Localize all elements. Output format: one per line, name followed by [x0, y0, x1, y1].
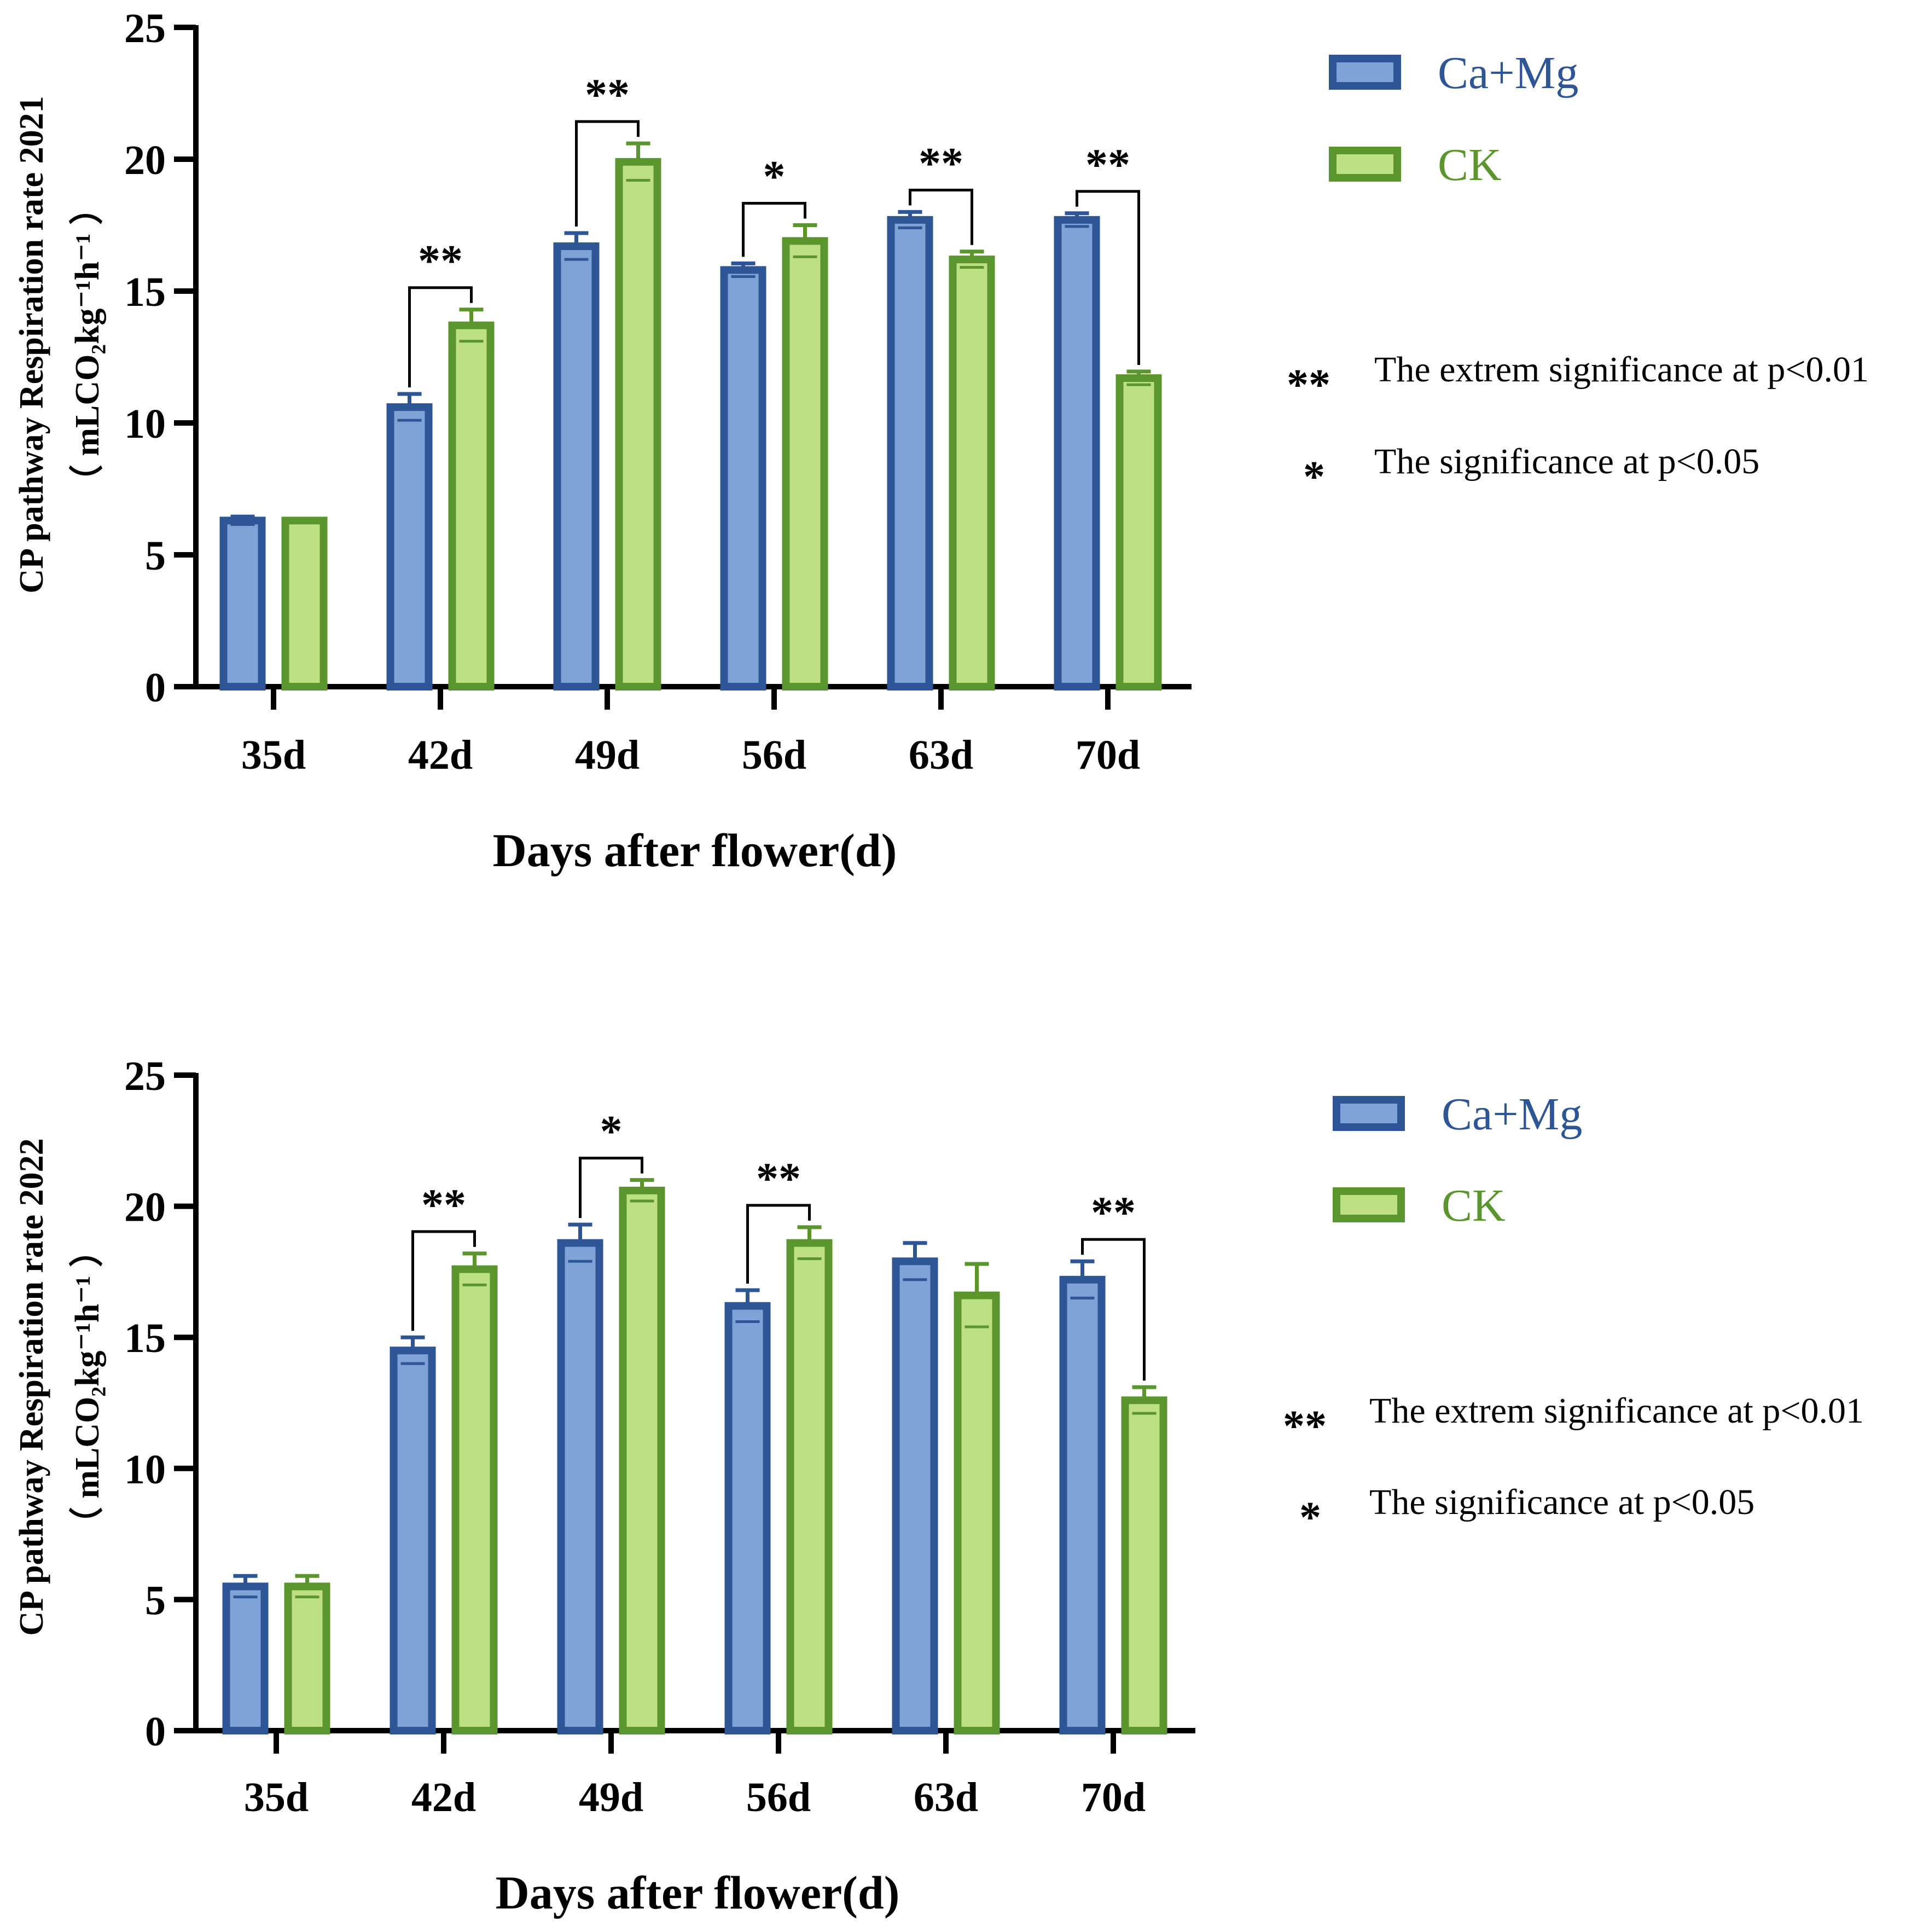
legend-swatch-camg [1329, 55, 1401, 90]
legend-swatch-ck [1329, 147, 1401, 182]
bar-camg-70d [1059, 1275, 1106, 1734]
bar-camg-35d [222, 1582, 269, 1734]
note-sig-symbol: * [1299, 1494, 1321, 1542]
significance-bracket [909, 188, 973, 245]
bar-camg-56d [724, 1302, 771, 1735]
significance-notes: ** The extrem significance at p<0.01 * T… [1287, 350, 1869, 501]
note-sig-text: The significance at p<0.05 [1369, 1482, 1754, 1522]
note-extreme-symbol: ** [1283, 1402, 1327, 1451]
note-extreme-symbol: ** [1287, 361, 1330, 409]
y-tick-label: 5 [145, 1577, 166, 1623]
significance-label: ** [421, 1180, 466, 1229]
x-tick-label: 42d [408, 732, 473, 778]
significance-bracket [1076, 190, 1140, 365]
bar-ck-70d [1121, 1396, 1167, 1734]
legend-label-ck: CK [1442, 1180, 1506, 1231]
x-tick-label: 35d [244, 1774, 309, 1820]
x-tick-label: 42d [411, 1774, 476, 1820]
bar-ck-35d [281, 517, 328, 691]
significance-label: ** [1085, 140, 1130, 189]
y-axis-title: CP pathway Respiration rate 2022 [13, 1138, 50, 1635]
y-tick-label: 15 [124, 269, 166, 315]
legend-label-camg: Ca+Mg [1442, 1089, 1582, 1140]
bar-camg-49d [553, 242, 600, 691]
y-tick-label: 25 [124, 5, 166, 51]
bar-camg-49d [557, 1239, 603, 1734]
significance-notes: ** The extrem significance at p<0.01 * T… [1283, 1391, 1864, 1542]
y-tick-label: 0 [145, 1709, 166, 1755]
note-sig-text: The significance at p<0.05 [1374, 442, 1759, 481]
bar-ck-49d [619, 1186, 665, 1734]
x-tick-label: 56d [746, 1774, 811, 1820]
bar-camg-42d [390, 1347, 436, 1734]
legend-label-camg: Ca+Mg [1438, 48, 1578, 98]
bar-ck-49d [615, 158, 661, 691]
legend-swatch-camg [1333, 1096, 1405, 1131]
bar-camg-56d [720, 266, 766, 691]
note-extreme-text: The extrem significance at p<0.01 [1369, 1391, 1864, 1431]
x-tick-label: 56d [742, 732, 806, 778]
bar-camg-70d [1054, 216, 1100, 691]
bar-ck-63d [949, 256, 995, 691]
note-sig-symbol: * [1303, 453, 1325, 501]
bar-ck-56d [786, 1239, 833, 1734]
significance-label: ** [418, 236, 463, 286]
y-tick-label: 10 [124, 1447, 166, 1493]
legend-label-ck: CK [1438, 140, 1502, 190]
bar-ck-63d [954, 1291, 1000, 1735]
y-tick-label: 15 [124, 1315, 166, 1361]
chart-panel-2022: 0 5 10 15 20 25 35d 42d ** 49d * 56d ** 63d 70d ** Days… [13, 1053, 1864, 1919]
bar-ck-42d [451, 1265, 498, 1734]
significance-label: ** [919, 138, 963, 188]
significance-bracket [579, 1157, 643, 1219]
x-tick-label: 49d [575, 732, 640, 778]
bar-ck-42d [448, 321, 495, 691]
significance-label: ** [585, 69, 630, 119]
x-tick-label: 49d [579, 1774, 643, 1820]
bar-camg-63d [892, 1257, 938, 1734]
chart-panel-2021: 0 5 10 15 20 25 35d 42d ** 49d ** 56d * 63d ** 70d ** Da… [13, 5, 1869, 877]
y-axis-unit: （ mLCO₂kg⁻¹h⁻¹ ） [68, 191, 106, 498]
significance-label: * [763, 152, 786, 201]
x-axis-title: Days after flower(d) [493, 824, 897, 877]
x-tick-label: 70d [1076, 732, 1140, 778]
y-tick-label: 10 [124, 401, 166, 447]
legend: Ca+Mg CK [1329, 48, 1578, 190]
x-tick-label: 70d [1081, 1774, 1146, 1820]
bar-camg-63d [887, 216, 933, 691]
y-tick-label: 25 [124, 1053, 166, 1099]
significance-bracket [575, 120, 640, 227]
legend-swatch-ck [1333, 1187, 1405, 1222]
y-axis-unit: （ mLCO₂kg⁻¹h⁻¹ ） [68, 1233, 106, 1541]
bar-camg-42d [386, 403, 433, 691]
bar-ck-56d [782, 237, 828, 691]
plot-area: 0 5 10 15 20 25 35d 42d ** 49d ** 56d * 63d ** 70d ** [124, 5, 1192, 778]
y-tick-label: 0 [145, 665, 166, 711]
significance-label: * [600, 1106, 623, 1156]
x-axis-title: Days after flower(d) [496, 1866, 900, 1919]
y-tick-label: 20 [124, 137, 166, 183]
x-tick-label: 35d [241, 732, 306, 778]
significance-bracket [742, 202, 806, 257]
y-tick-label: 20 [124, 1185, 166, 1231]
significance-label: ** [756, 1153, 801, 1203]
significance-bracket [1081, 1238, 1146, 1381]
x-tick-label: 63d [909, 732, 973, 778]
bar-camg-35d [219, 517, 266, 691]
significance-bracket [411, 1230, 476, 1331]
x-tick-label: 63d [914, 1774, 978, 1820]
y-tick-label: 5 [145, 533, 166, 579]
plot-area: 0 5 10 15 20 25 35d 42d ** 49d * 56d ** 63d 70d ** [124, 1053, 1195, 1820]
significance-bracket [408, 286, 473, 387]
legend: Ca+Mg CK [1333, 1089, 1582, 1231]
significance-bracket [746, 1204, 811, 1284]
bar-ck-70d [1115, 374, 1162, 691]
bar-ck-35d [284, 1582, 330, 1734]
y-axis-title: CP pathway Respiration rate 2021 [13, 96, 50, 593]
significance-label: ** [1091, 1187, 1136, 1237]
note-extreme-text: The extrem significance at p<0.01 [1374, 350, 1869, 390]
